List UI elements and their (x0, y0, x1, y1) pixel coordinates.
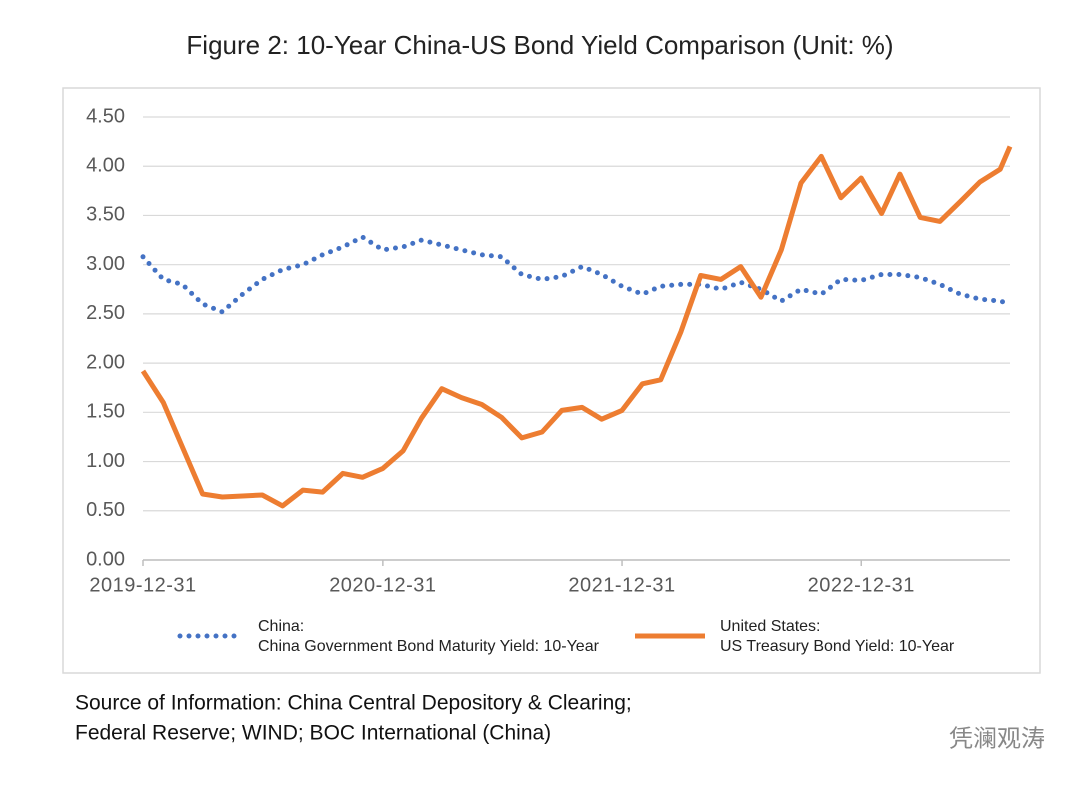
legend-line: China: (258, 618, 304, 635)
legend-line: US Treasury Bond Yield: 10-Year (720, 638, 955, 655)
y-tick-label: 0.50 (86, 499, 125, 521)
x-tick-label: 2020-12-31 (329, 574, 436, 596)
y-tick-label: 4.00 (86, 155, 125, 177)
legend-item: United States: US Treasury Bond Yield: 10… (635, 618, 955, 655)
source-line: Federal Reserve; WIND; BOC International… (75, 722, 551, 745)
series-line (140, 234, 1013, 315)
y-tick-label: 3.50 (86, 204, 125, 226)
series-line (140, 145, 1013, 509)
y-tick-label: 2.00 (86, 351, 125, 373)
y-tick-label: 1.50 (86, 401, 125, 423)
legend-item: China: China Government Bond Maturity Yie… (177, 618, 600, 655)
watermark: 凭澜观涛 (949, 725, 1045, 752)
legend-label: United States: US Treasury Bond Yield: 10… (720, 618, 955, 655)
y-tick-label: 3.00 (86, 253, 125, 275)
chart-frame (62, 87, 1041, 674)
legend-line: United States: (720, 618, 821, 635)
x-tick-label: 2021-12-31 (568, 574, 675, 596)
chart-title: Figure 2: 10-Year China-US Bond Yield Co… (186, 30, 893, 60)
x-tick-label: 2019-12-31 (89, 574, 196, 596)
y-tick-label: 1.00 (86, 450, 125, 472)
x-tick-label: 2022-12-31 (808, 574, 915, 596)
y-tick-label: 0.00 (86, 548, 125, 570)
legend-label: China: China Government Bond Maturity Yie… (258, 618, 600, 655)
y-tick-label: 2.50 (86, 302, 125, 324)
legend-line: China Government Bond Maturity Yield: 10… (258, 638, 600, 655)
source-line: Source of Information: China Central Dep… (75, 692, 632, 715)
y-tick-label: 4.50 (86, 105, 125, 127)
